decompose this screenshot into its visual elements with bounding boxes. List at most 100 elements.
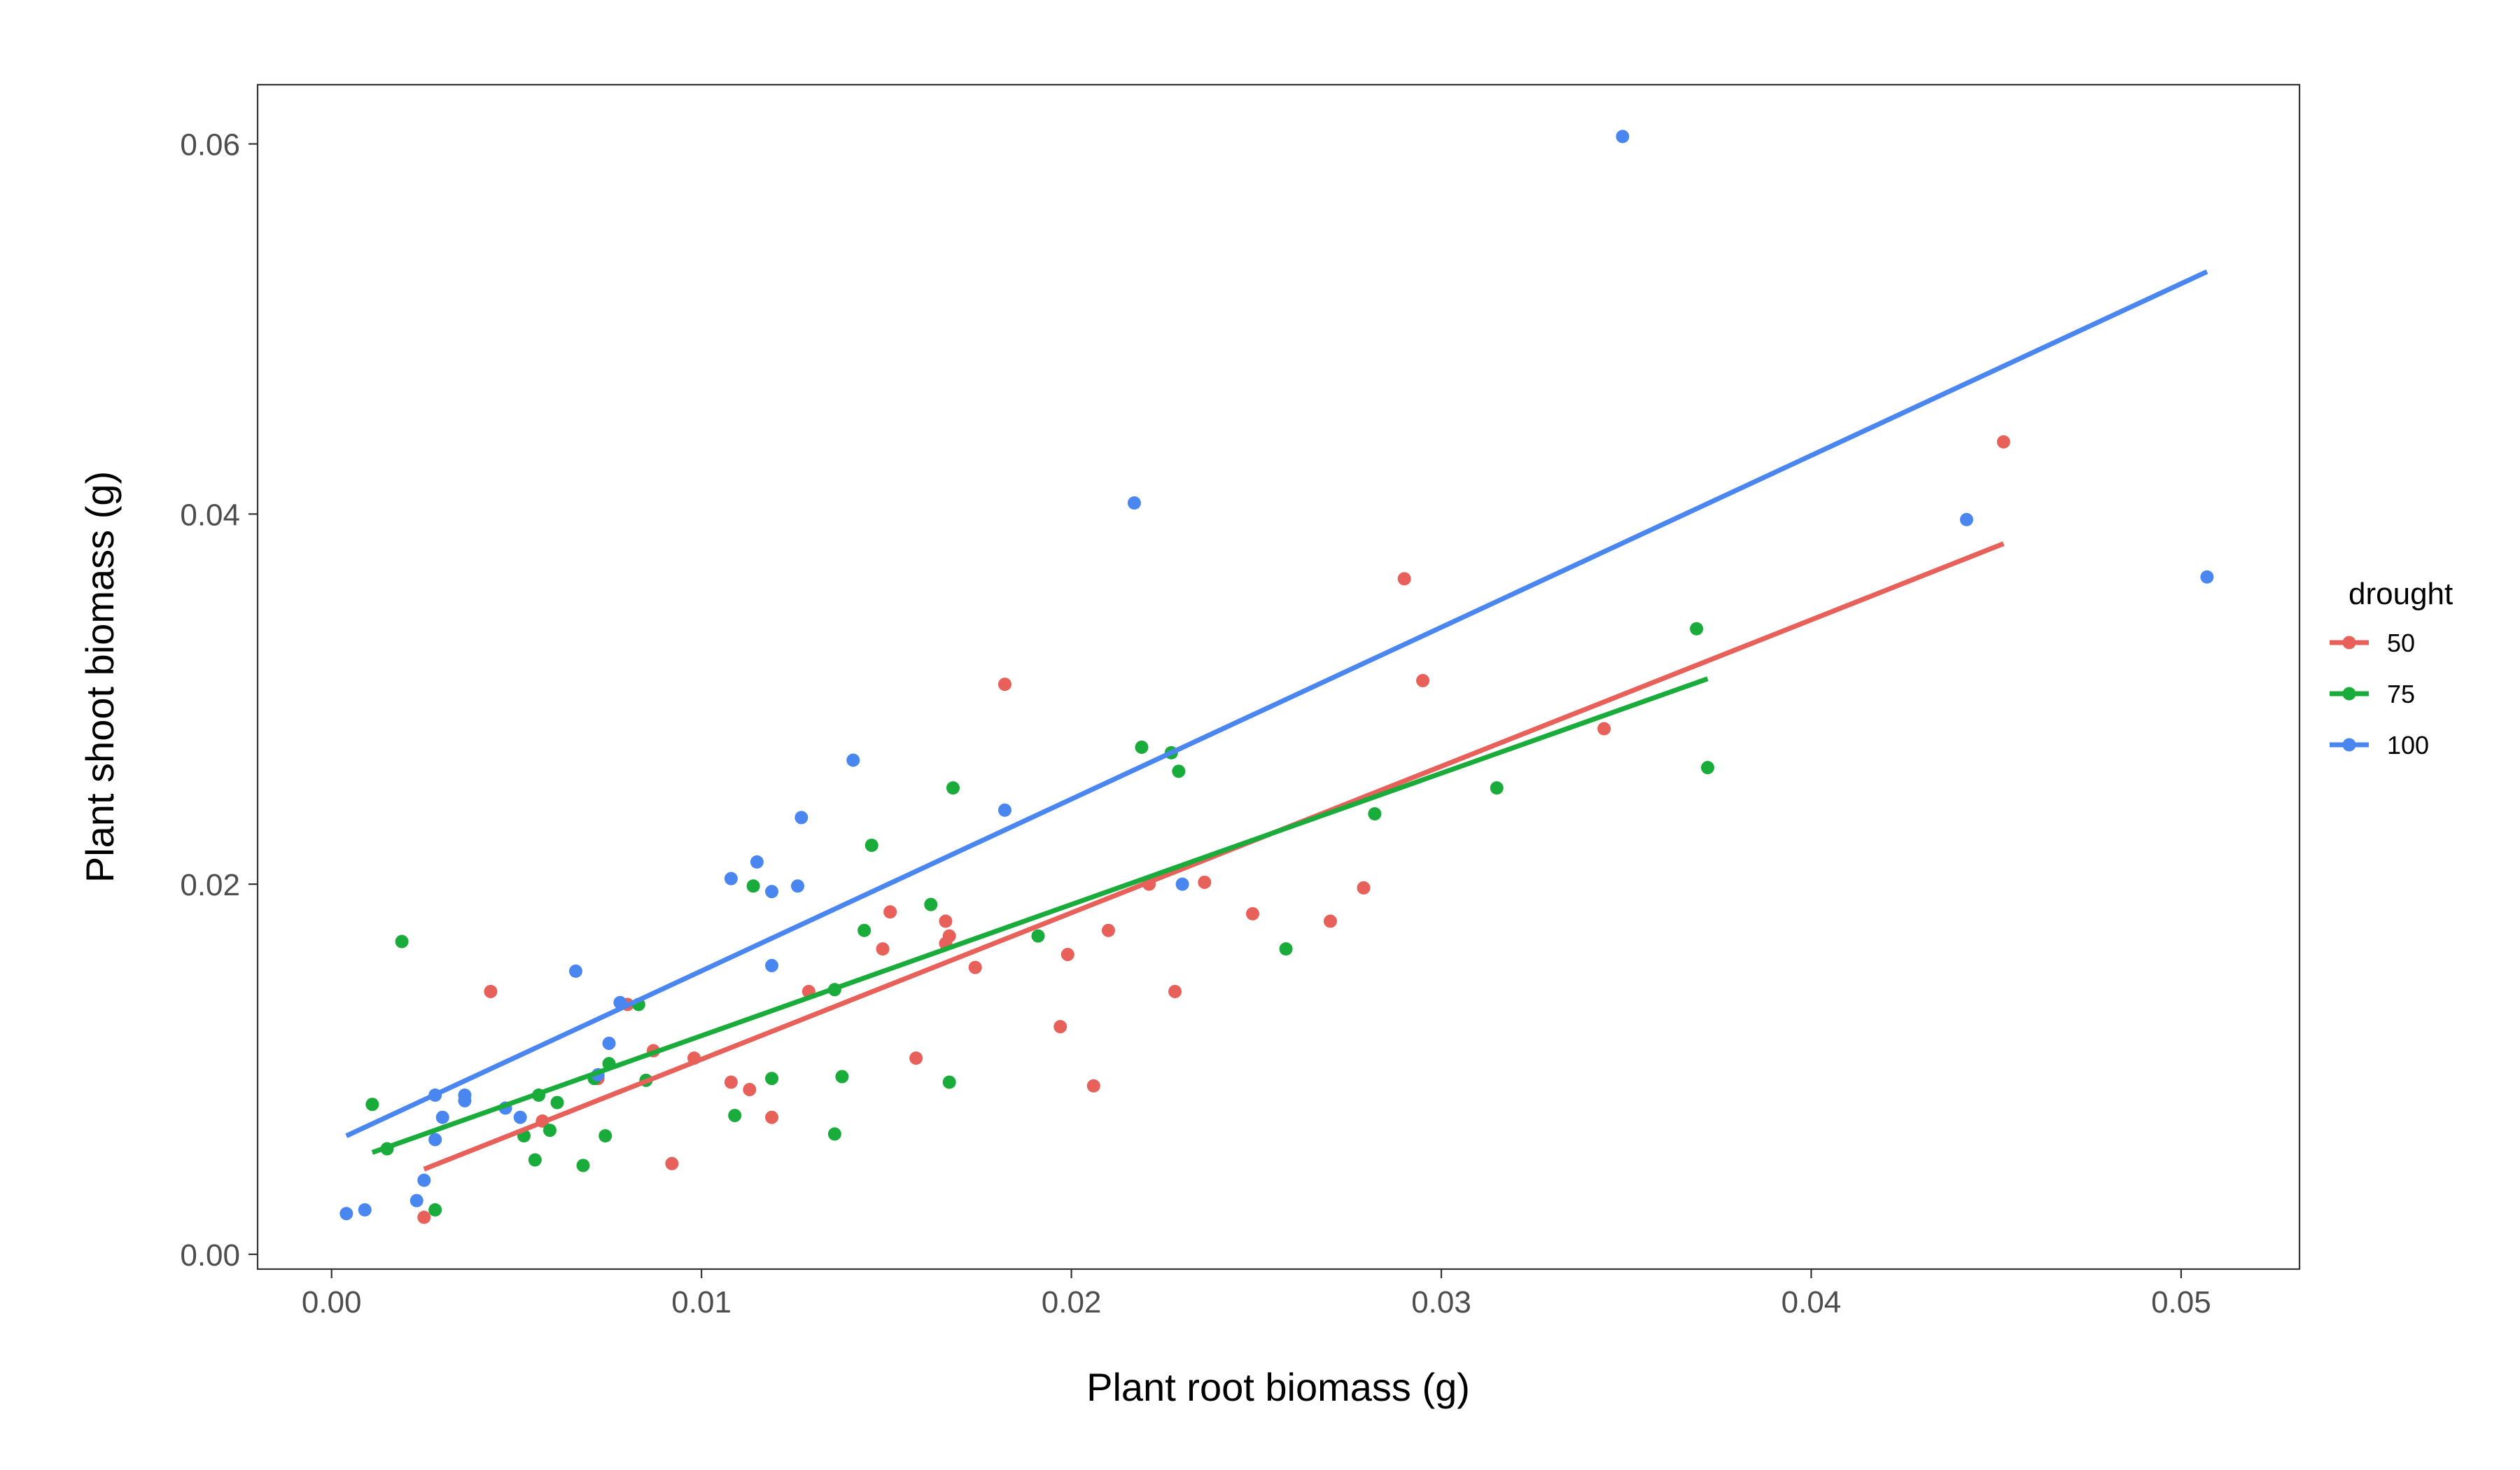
data-point bbox=[1397, 572, 1411, 586]
data-point bbox=[665, 1156, 679, 1170]
x-axis-title: Plant root biomass (g) bbox=[1086, 1365, 1470, 1409]
data-point bbox=[765, 1110, 779, 1124]
data-point bbox=[1127, 496, 1141, 510]
y-tick-label: 0.06 bbox=[180, 128, 240, 162]
axes: 0.00 0.01 0.02 0.03 0.04 0.05 0.00 0.02 0.04 0.06 bbox=[180, 128, 2211, 1320]
data-point bbox=[576, 1158, 590, 1172]
data-point bbox=[791, 879, 805, 893]
data-point bbox=[340, 1207, 354, 1221]
data-point bbox=[997, 678, 1011, 692]
data-point bbox=[1323, 914, 1337, 928]
x-tick-label: 0.05 bbox=[2151, 1285, 2211, 1320]
data-point bbox=[1690, 622, 1704, 636]
data-point bbox=[1198, 875, 1212, 889]
data-point bbox=[365, 1098, 379, 1112]
legend-label-100: 100 bbox=[2387, 731, 2429, 760]
data-point bbox=[846, 753, 860, 767]
data-point bbox=[1368, 807, 1382, 821]
data-point bbox=[1357, 881, 1371, 895]
y-tick-label: 0.00 bbox=[180, 1238, 240, 1273]
data-point bbox=[746, 879, 760, 893]
data-point bbox=[924, 897, 938, 911]
series-100-trend-line bbox=[345, 269, 2208, 1138]
y-tick-label: 0.04 bbox=[180, 498, 240, 532]
data-point bbox=[724, 872, 738, 886]
data-point bbox=[1168, 984, 1182, 998]
data-point bbox=[484, 984, 498, 998]
data-point bbox=[1135, 740, 1149, 754]
data-point bbox=[395, 934, 409, 948]
x-tick-label: 0.01 bbox=[671, 1285, 732, 1320]
data-point bbox=[1279, 942, 1293, 956]
data-point bbox=[864, 839, 878, 853]
y-axis-title: Plant shoot biomass (g) bbox=[78, 471, 122, 883]
data-point bbox=[410, 1194, 424, 1208]
data-point bbox=[1246, 906, 1260, 920]
series-75-trend-line bbox=[371, 676, 1709, 1155]
series-50-points bbox=[417, 435, 2010, 1224]
plot-panel-border bbox=[256, 83, 2301, 1270]
x-tick-label: 0.02 bbox=[1042, 1285, 1102, 1320]
data-point bbox=[724, 1075, 738, 1089]
data-point bbox=[417, 1173, 431, 1187]
data-point bbox=[1060, 948, 1074, 962]
data-point bbox=[765, 885, 779, 899]
data-point bbox=[1175, 877, 1189, 891]
data-point bbox=[513, 1110, 527, 1124]
data-point bbox=[598, 1129, 612, 1143]
data-point bbox=[1416, 673, 1430, 687]
data-point bbox=[876, 942, 890, 956]
data-point bbox=[939, 914, 953, 928]
data-point bbox=[542, 1124, 556, 1138]
data-point bbox=[1031, 929, 1045, 943]
data-point bbox=[528, 1153, 542, 1167]
data-point bbox=[835, 1070, 849, 1084]
series-75-points bbox=[365, 622, 1714, 1217]
data-point bbox=[883, 905, 897, 919]
data-point bbox=[1086, 1079, 1100, 1093]
data-point bbox=[550, 1096, 564, 1110]
data-point bbox=[2200, 570, 2214, 584]
x-tick-label: 0.03 bbox=[1411, 1285, 1471, 1320]
data-point bbox=[968, 960, 982, 974]
data-point bbox=[568, 964, 582, 978]
data-point bbox=[428, 1133, 442, 1147]
data-point bbox=[946, 781, 960, 795]
legend: drought 50 75 100 bbox=[2330, 577, 2453, 760]
data-point bbox=[997, 803, 1011, 817]
data-point bbox=[765, 958, 779, 972]
data-point bbox=[1700, 761, 1714, 775]
data-point bbox=[428, 1203, 442, 1217]
legend-key-point-100 bbox=[2342, 738, 2356, 752]
data-point bbox=[417, 1210, 431, 1224]
data-point bbox=[1054, 1020, 1068, 1034]
series-100-points bbox=[340, 130, 2214, 1221]
data-point bbox=[1996, 435, 2010, 449]
plot-area bbox=[340, 130, 2214, 1224]
data-point bbox=[942, 929, 956, 943]
data-point bbox=[827, 1127, 841, 1141]
legend-key-point-75 bbox=[2342, 687, 2356, 701]
data-point bbox=[858, 923, 872, 937]
data-point bbox=[750, 855, 764, 869]
x-tick-label: 0.04 bbox=[1782, 1285, 1842, 1320]
data-point bbox=[909, 1051, 923, 1065]
data-point bbox=[458, 1093, 472, 1107]
x-tick-label: 0.00 bbox=[302, 1285, 362, 1320]
data-point bbox=[1597, 722, 1611, 736]
legend-label-75: 75 bbox=[2387, 680, 2415, 708]
data-point bbox=[358, 1203, 372, 1217]
data-point bbox=[1959, 512, 1973, 526]
data-point bbox=[794, 811, 808, 825]
data-point bbox=[728, 1109, 742, 1123]
data-point bbox=[765, 1072, 779, 1086]
legend-label-50: 50 bbox=[2387, 629, 2415, 657]
legend-key-point-50 bbox=[2342, 636, 2356, 650]
data-point bbox=[942, 1075, 956, 1089]
data-point bbox=[1490, 781, 1504, 795]
data-point bbox=[1616, 130, 1630, 144]
data-point bbox=[602, 1036, 616, 1050]
data-point bbox=[1172, 764, 1186, 778]
data-point bbox=[435, 1110, 449, 1124]
